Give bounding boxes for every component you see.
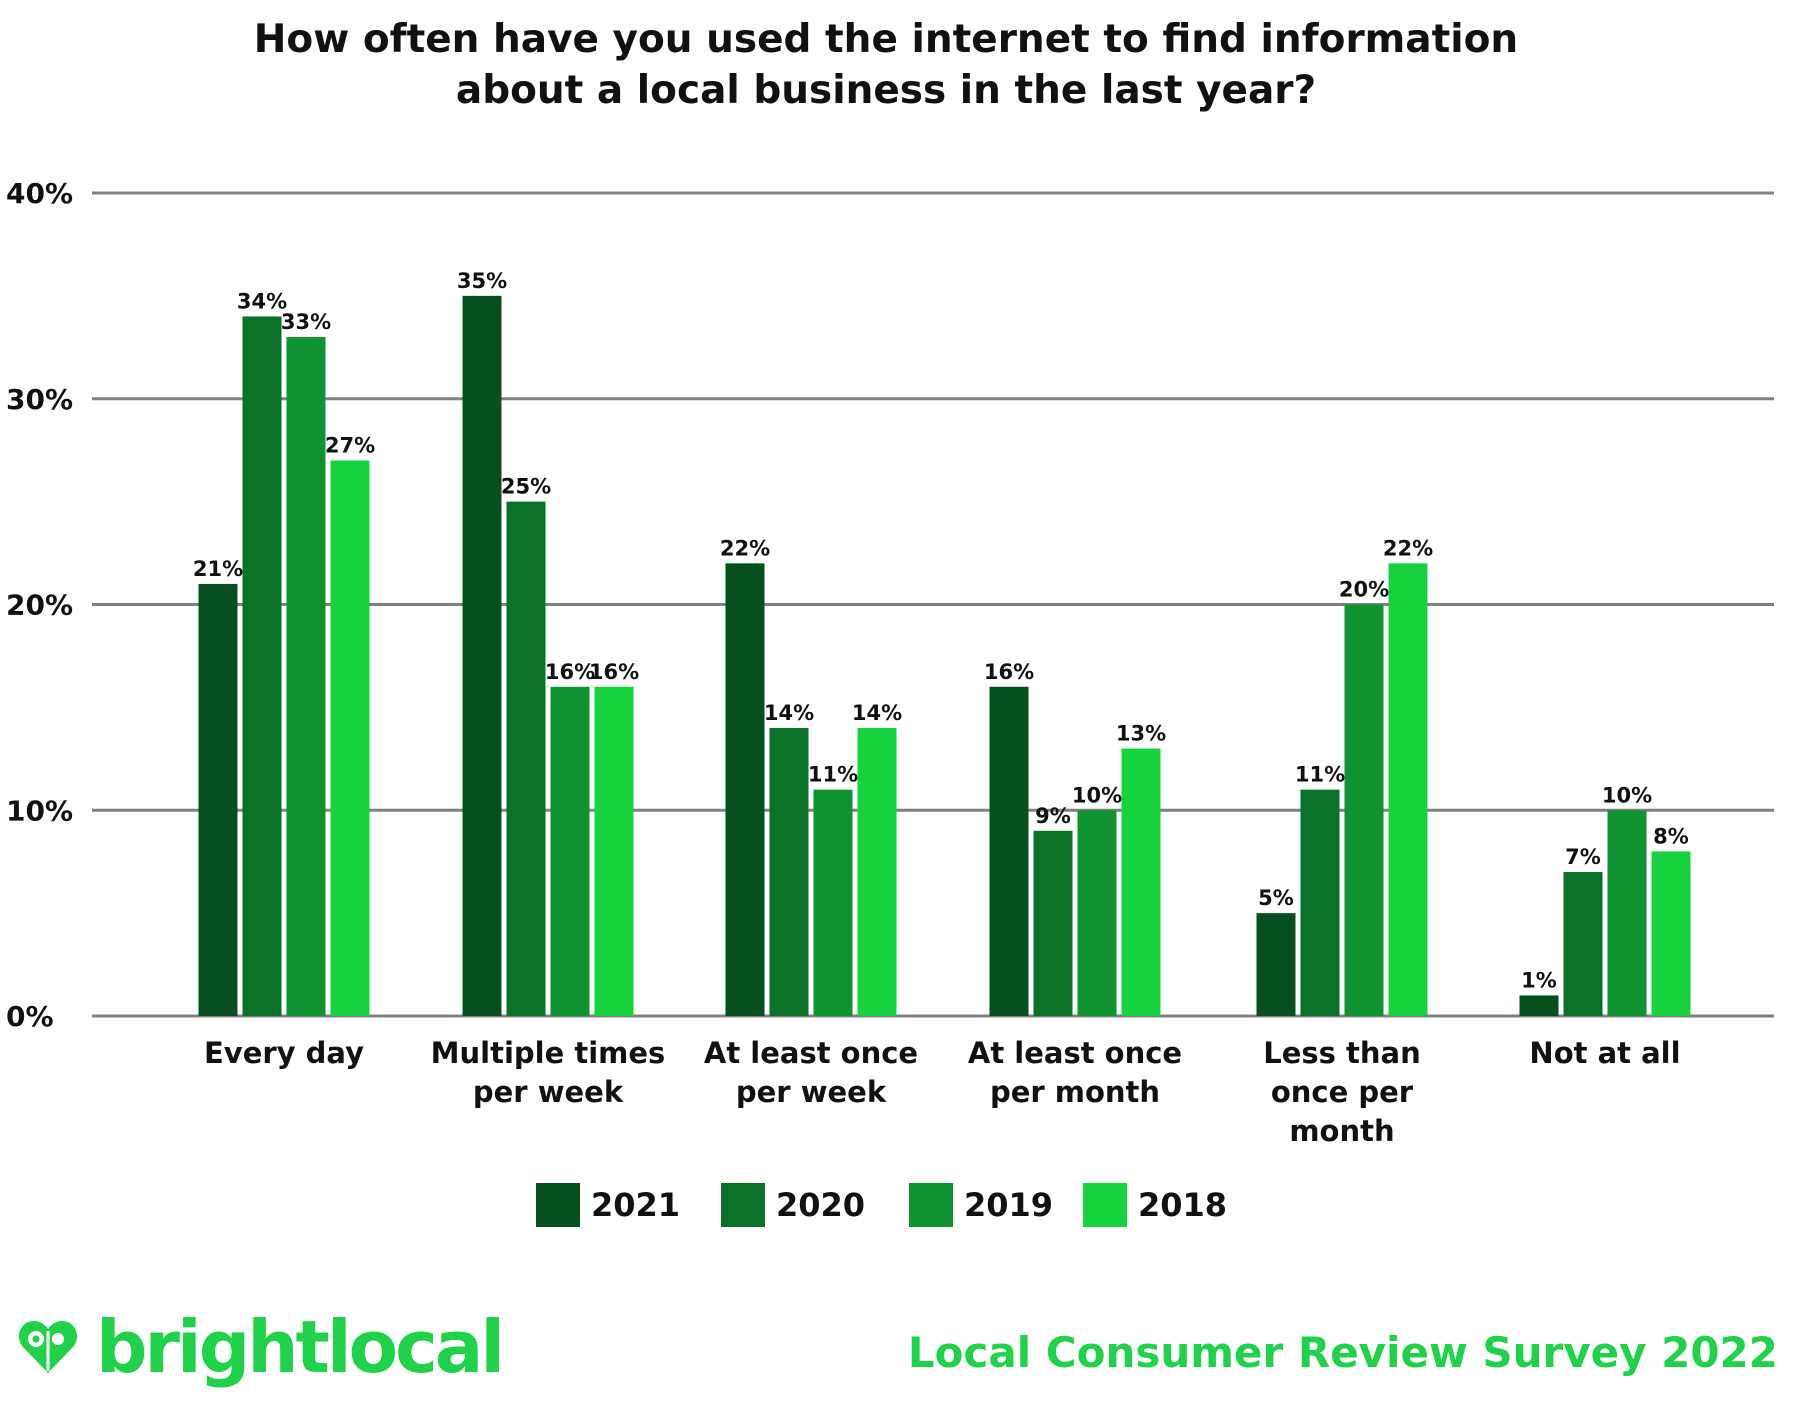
x-tick-label: per week xyxy=(473,1075,624,1109)
data-label: 10% xyxy=(1072,783,1122,807)
bar-2020 xyxy=(1300,789,1340,1016)
bar-2019 xyxy=(1344,604,1384,1016)
x-tick-label: per month xyxy=(990,1075,1160,1109)
data-label: 35% xyxy=(457,269,507,293)
survey-footer: Local Consumer Review Survey 2022 xyxy=(907,1328,1778,1377)
bar-2019 xyxy=(1607,810,1647,1016)
legend-label: 2021 xyxy=(591,1186,680,1224)
data-label: 8% xyxy=(1653,824,1689,848)
data-label: 9% xyxy=(1035,804,1071,828)
bar-2018 xyxy=(1121,748,1161,1016)
data-label: 11% xyxy=(808,763,858,787)
bar-2021 xyxy=(725,563,765,1016)
bar-2018 xyxy=(594,686,634,1016)
data-label: 22% xyxy=(1383,536,1433,560)
bar-2018 xyxy=(857,727,897,1016)
bar-2019 xyxy=(1077,810,1117,1016)
legend-label: 2018 xyxy=(1138,1186,1227,1224)
legend-swatch-2018 xyxy=(1083,1183,1127,1227)
bar-2019 xyxy=(550,686,590,1016)
bar-2019 xyxy=(286,337,326,1016)
data-label: 16% xyxy=(589,660,639,684)
y-tick-label: 10% xyxy=(6,794,73,827)
y-tick-label: 40% xyxy=(6,177,73,210)
data-label: 34% xyxy=(237,289,287,313)
x-tick-label: At least once xyxy=(704,1036,918,1070)
brand-name: brightlocal xyxy=(96,1305,505,1389)
bar-2021 xyxy=(198,583,238,1016)
y-tick-label: 30% xyxy=(6,383,73,416)
bar-2021 xyxy=(989,686,1029,1016)
bar-2020 xyxy=(242,316,282,1016)
legend-label: 2020 xyxy=(776,1186,865,1224)
data-label: 22% xyxy=(720,536,770,560)
bar-2018 xyxy=(1388,563,1428,1016)
x-tick-label: At least once xyxy=(968,1036,1182,1070)
x-tick-label: Multiple times xyxy=(431,1036,666,1070)
x-tick-label: Not at all xyxy=(1529,1036,1680,1070)
x-tick-label: Every day xyxy=(204,1036,364,1070)
title-line-2: about a local business in the last year? xyxy=(455,68,1317,113)
data-label: 13% xyxy=(1116,722,1166,746)
bar-2018 xyxy=(330,460,370,1017)
data-label: 27% xyxy=(325,433,375,457)
heart-pin-icon xyxy=(18,1321,78,1373)
data-label: 33% xyxy=(281,310,331,334)
legend-swatch-2021 xyxy=(536,1183,580,1227)
data-label: 7% xyxy=(1565,845,1601,869)
data-label: 21% xyxy=(193,557,243,581)
data-label: 16% xyxy=(545,660,595,684)
bar-2018 xyxy=(1651,851,1691,1016)
title-line-1: How often have you used the internet to … xyxy=(253,17,1519,62)
bar-2020 xyxy=(506,501,546,1016)
brightlocal-logo: brightlocal xyxy=(18,1305,505,1389)
data-label: 16% xyxy=(984,660,1034,684)
x-tick-label: Less than xyxy=(1263,1036,1421,1070)
data-label: 5% xyxy=(1258,886,1294,910)
bar-2021 xyxy=(1256,913,1296,1016)
x-tick-label: per week xyxy=(736,1075,887,1109)
legend-label: 2019 xyxy=(964,1186,1053,1224)
data-label: 20% xyxy=(1339,578,1389,602)
data-label: 25% xyxy=(501,475,551,499)
legend-swatch-2020 xyxy=(721,1183,765,1227)
bar-2020 xyxy=(1033,830,1073,1016)
data-label: 11% xyxy=(1295,763,1345,787)
x-tick-label: month xyxy=(1289,1114,1394,1148)
data-label: 10% xyxy=(1602,783,1652,807)
bar-2019 xyxy=(813,789,853,1016)
chart-title: How often have you used the internet to … xyxy=(0,14,1772,116)
bar-2020 xyxy=(1563,871,1603,1016)
data-label: 14% xyxy=(764,701,814,725)
y-tick-label: 20% xyxy=(6,589,73,622)
legend-swatch-2019 xyxy=(909,1183,953,1227)
bar-2020 xyxy=(769,727,809,1016)
data-label: 1% xyxy=(1521,968,1557,992)
bar-2021 xyxy=(462,295,502,1016)
x-tick-label: once per xyxy=(1271,1075,1414,1109)
y-tick-label: 0% xyxy=(6,1000,54,1033)
bar-2021 xyxy=(1519,995,1559,1016)
data-label: 14% xyxy=(852,701,902,725)
